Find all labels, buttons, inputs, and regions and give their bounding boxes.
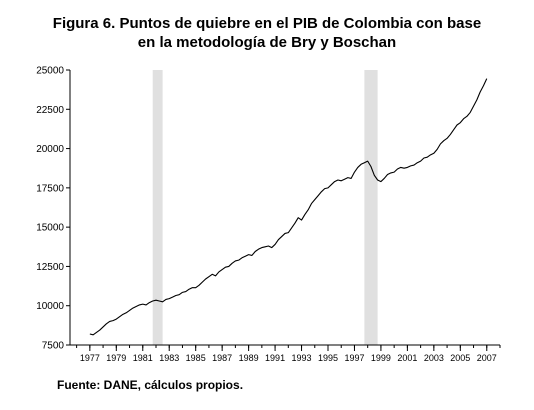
x-tick-label: 1979 xyxy=(106,353,126,363)
x-tick-label: 1985 xyxy=(186,353,206,363)
x-tick-label: 1989 xyxy=(239,353,259,363)
chart-title-line-1: Figura 6. Puntos de quiebre en el PIB de… xyxy=(52,15,482,32)
y-tick-label: 12500 xyxy=(36,262,64,273)
chart-title: Figura 6. Puntos de quiebre en el PIB de… xyxy=(0,14,534,52)
source-note: Fuente: DANE, cálculos propios. xyxy=(57,378,244,392)
x-tick-label: 1977 xyxy=(80,353,100,363)
x-tick-label: 1983 xyxy=(159,353,179,363)
y-tick-label: 7500 xyxy=(42,341,65,352)
x-tick-label: 2007 xyxy=(477,353,497,363)
y-tick-label: 17500 xyxy=(36,183,64,194)
x-tick-label: 1987 xyxy=(212,353,232,363)
y-tick-label: 22500 xyxy=(36,105,64,116)
x-tick-label: 2003 xyxy=(424,353,444,363)
x-tick-label: 1993 xyxy=(292,353,312,363)
shaded-period-2 xyxy=(364,70,378,345)
x-tick-label: 2005 xyxy=(450,353,470,363)
y-tick-label: 25000 xyxy=(36,66,64,77)
x-tick-label: 1995 xyxy=(318,353,338,363)
chart-title-line-2: en la metodología de Bry y Boschan xyxy=(137,34,397,51)
y-tick-label: 15000 xyxy=(36,223,64,234)
x-tick-label: 1991 xyxy=(265,353,285,363)
y-tick-label: 20000 xyxy=(36,144,64,155)
shaded-period-1 xyxy=(152,70,163,345)
x-tick-label: 1997 xyxy=(344,353,364,363)
y-tick-label: 10000 xyxy=(36,301,64,312)
x-tick-label: 2001 xyxy=(397,353,417,363)
x-tick-label: 1999 xyxy=(371,353,391,363)
gdp-series-line xyxy=(89,78,488,336)
x-tick-label: 1981 xyxy=(133,353,153,363)
